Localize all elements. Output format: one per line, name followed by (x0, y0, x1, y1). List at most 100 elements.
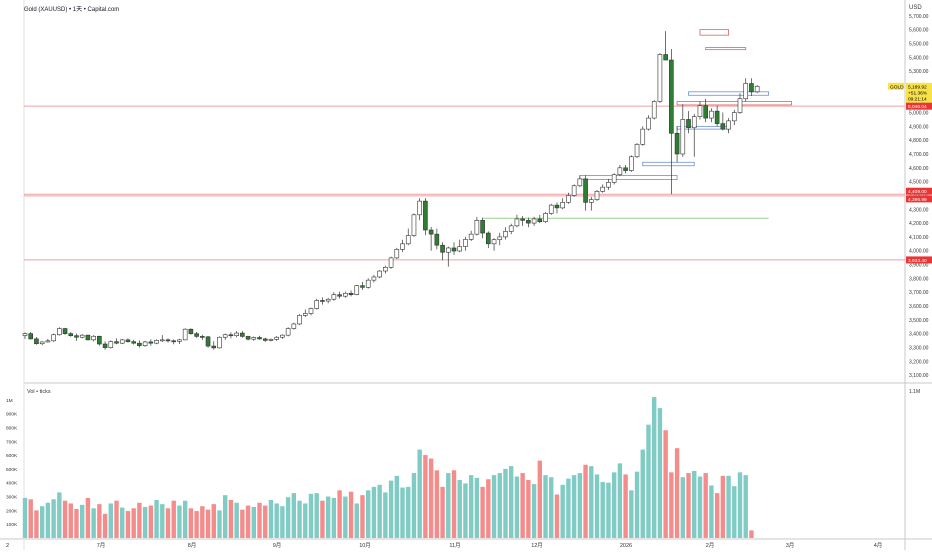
volume-bar (125, 511, 131, 538)
candle-body (445, 247, 451, 253)
candle-body (623, 167, 628, 171)
volume-bar (354, 503, 359, 538)
candle-body (228, 334, 234, 337)
y-tick-label: 4,800.00 (909, 138, 929, 144)
volume-bar (228, 500, 234, 538)
volume-bar (554, 494, 560, 538)
candle-body (325, 298, 331, 302)
candle-body (182, 328, 188, 341)
volume-bar (108, 503, 113, 538)
volume-bar (314, 493, 319, 538)
volume-bar (463, 483, 468, 538)
candle-body (594, 191, 600, 200)
candle-body (285, 328, 291, 336)
volume-bar (714, 493, 720, 538)
volume-bar (377, 484, 382, 538)
volume-bar (514, 476, 520, 538)
volume-bar (406, 486, 411, 538)
candle-body (703, 105, 708, 119)
candle-body (377, 270, 382, 278)
volume-bar (680, 477, 685, 538)
volume-bar (600, 482, 605, 538)
candle-body (657, 54, 663, 102)
candle-body (217, 336, 222, 349)
volume-bar (623, 474, 628, 538)
candle-body (583, 178, 588, 203)
y-tick-label: 4,700.00 (909, 152, 929, 158)
volume-bar (594, 474, 600, 538)
x-tick-label: 7月 (97, 542, 106, 549)
candle-body (51, 334, 56, 342)
volume-bar (703, 473, 708, 538)
volume-bar (348, 491, 354, 538)
volume-tick-label: 800K (6, 425, 18, 431)
candle-body (388, 257, 394, 268)
level-badge (906, 102, 932, 110)
volume-bar (240, 509, 245, 538)
volume-bar (343, 496, 348, 538)
volume-bar (732, 486, 737, 538)
candle-body (634, 144, 640, 158)
candle-body (537, 218, 543, 223)
candle-body (474, 220, 480, 235)
volume-bar (131, 508, 136, 538)
candle-body (606, 182, 611, 188)
candle-body (577, 178, 583, 187)
y-tick-label: 3,900.00 (909, 263, 929, 269)
volume-bar (120, 507, 125, 538)
volume-bar (657, 408, 663, 538)
volume-bar (726, 475, 731, 538)
volume-bar (137, 502, 142, 538)
level-label: 5,046.04 (908, 104, 927, 110)
candle-body (508, 225, 514, 232)
price-zone (676, 101, 792, 106)
y-tick-label: 3,400.00 (909, 332, 929, 338)
y-tick-label: 3,200.00 (909, 359, 929, 365)
volume-bar (611, 472, 617, 538)
price-zone (705, 47, 747, 51)
candle-body (97, 335, 102, 345)
volume-bar (39, 506, 45, 538)
volume-bar (428, 458, 434, 538)
volume-bar (749, 530, 754, 538)
candle-body (360, 285, 365, 288)
candle-body (131, 341, 136, 344)
volume-label: Vol • ticks (27, 389, 51, 395)
volume-bar (45, 502, 51, 538)
candle-body (526, 220, 531, 224)
volume-bar (480, 486, 485, 538)
x-tick-label: 3月 (786, 542, 795, 549)
y-tick-label: 4,000.00 (909, 249, 929, 255)
volume-bar (194, 511, 199, 538)
volume-bar (566, 478, 571, 538)
candle-body (74, 335, 79, 338)
candle-body (686, 119, 691, 129)
candle-body (85, 334, 91, 341)
y-tick-label: 3,100.00 (909, 373, 929, 379)
volume-bar (211, 504, 216, 538)
candle-body (434, 233, 440, 246)
candle-body (451, 247, 457, 252)
volume-bar (51, 499, 56, 538)
volume-bar (205, 509, 211, 538)
volume-bar (142, 506, 148, 538)
volume-tick-label: 200K (6, 508, 18, 514)
y-tick-label: 5,700.00 (909, 14, 929, 20)
volume-tick-label: 400K (6, 481, 18, 487)
volume-bar (154, 500, 159, 538)
volume-bar (617, 463, 623, 538)
ticker-badge (888, 82, 904, 90)
volume-bar (91, 508, 96, 538)
volume-bar (320, 500, 325, 538)
candle-body (560, 202, 565, 209)
candle-body (165, 339, 171, 342)
price-change: +51.36% (908, 90, 928, 96)
last-price-badge (906, 82, 932, 103)
price-zone (579, 175, 678, 180)
volume-bar (474, 477, 480, 538)
volume-bar (674, 448, 680, 538)
volume-bar (285, 497, 291, 538)
candle-body (714, 110, 720, 124)
candle-body (39, 341, 45, 345)
